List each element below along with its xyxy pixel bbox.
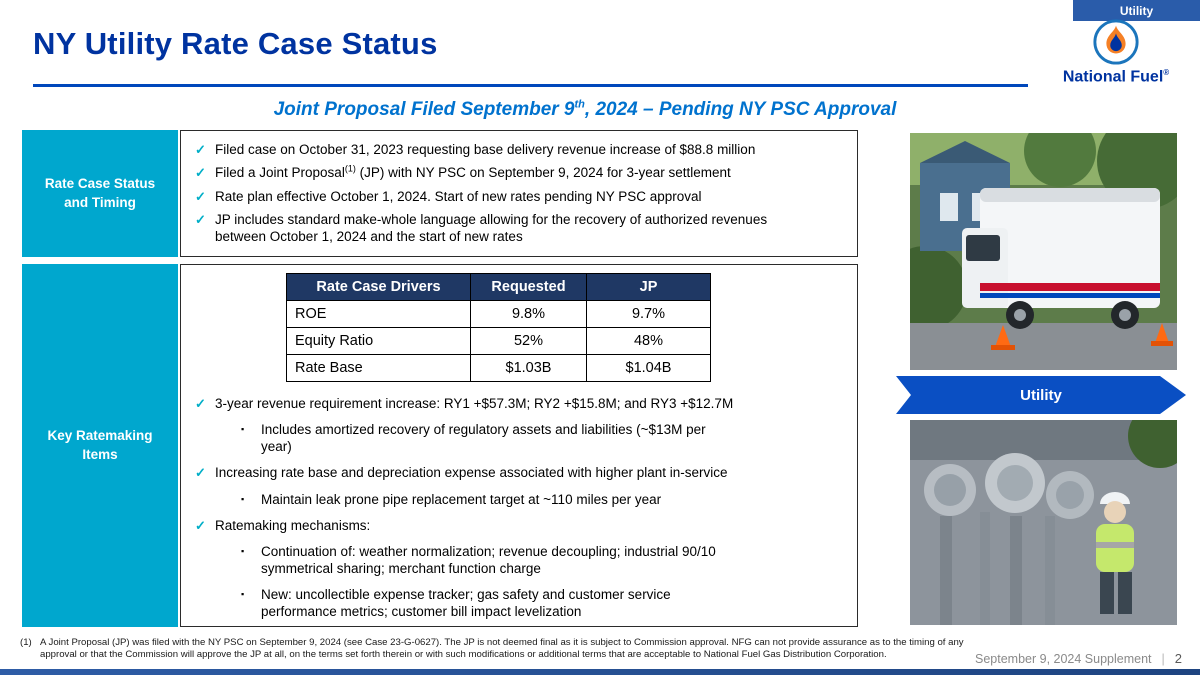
sub-bullet-item: ▪ New: uncollectible expense tracker; gas… bbox=[195, 586, 847, 620]
section-tab-utility: Utility bbox=[1073, 0, 1200, 21]
check-icon: ✓ bbox=[195, 465, 206, 481]
bullet-text: Increasing rate base and depreciation ex… bbox=[215, 465, 728, 481]
driver-value-cell: $1.03B bbox=[470, 354, 587, 382]
page-number: 2 bbox=[1174, 651, 1182, 666]
rate-case-drivers-table: Rate Case Drivers Requested JP ROE 9.8% 9.7% E… bbox=[286, 273, 711, 382]
logo-text: National Fuel® bbox=[1047, 68, 1185, 86]
square-bullet-icon: ▪ bbox=[241, 589, 245, 600]
bullet-item: ✓ Increasing rate base and depreciation e… bbox=[195, 464, 847, 481]
section-label-rate-case-status: Rate Case Status and Timing bbox=[22, 130, 178, 257]
key-ratemaking-panel: Rate Case Drivers Requested JP ROE 9.8% 9.7% E… bbox=[180, 264, 858, 627]
check-icon: ✓ bbox=[195, 188, 206, 204]
arrow-banner-label: Utility bbox=[1020, 386, 1062, 404]
square-bullet-icon: ▪ bbox=[241, 546, 245, 557]
utility-arrow-banner: Utility bbox=[896, 376, 1186, 414]
driver-value-cell: 9.7% bbox=[586, 300, 711, 328]
footer: September 9, 2024 Supplement | 2 bbox=[975, 651, 1182, 666]
bullet-text: Continuation of: weather normalization; … bbox=[261, 544, 716, 577]
bullet-item: ✓ Rate plan effective October 1, 2024. St… bbox=[195, 188, 847, 205]
footer-separator: | bbox=[1161, 651, 1165, 666]
check-icon: ✓ bbox=[195, 142, 206, 157]
bullet-text: Maintain leak prone pipe replacement tar… bbox=[261, 491, 662, 507]
section-label-text: Key Ratemaking Items bbox=[47, 428, 153, 462]
bullet-item: ✓ JP includes standard make-whole languag… bbox=[195, 211, 847, 245]
check-icon: ✓ bbox=[195, 165, 206, 181]
footnote: (1) A Joint Proposal (JP) was filed with… bbox=[20, 637, 980, 662]
bullet-text: Ratemaking mechanisms: bbox=[215, 517, 371, 533]
table-row: ROE 9.8% 9.7% bbox=[286, 300, 711, 328]
slide-subtitle: Joint Proposal Filed September 9th, 2024… bbox=[273, 98, 897, 120]
bullet-item: ✓ 3-year revenue requirement increase: RY… bbox=[195, 395, 847, 412]
footer-label: September 9, 2024 Supplement bbox=[975, 651, 1152, 666]
bullet-text: Includes amortized recovery of regulator… bbox=[261, 422, 706, 455]
brand-name: National Fuel bbox=[1062, 68, 1164, 86]
section-label-text: Rate Case Status and Timing bbox=[44, 176, 156, 210]
gas-meters-photo bbox=[910, 420, 1177, 625]
section-label-key-ratemaking: Key Ratemaking Items bbox=[22, 264, 178, 627]
sub-bullet-item: ▪ Includes amortized recovery of regulato… bbox=[195, 421, 847, 455]
bullet-item: ✓ Ratemaking mechanisms: bbox=[195, 517, 847, 534]
driver-label-cell: Rate Base bbox=[286, 354, 471, 382]
meters-photo-illustration bbox=[910, 420, 1177, 625]
bullet-text: 3-year revenue requirement increase: RY1… bbox=[215, 396, 734, 411]
table-row: Rate Base $1.03B $1.04B bbox=[286, 354, 711, 382]
driver-value-cell: $1.04B bbox=[586, 354, 711, 382]
footnote-marker: (1) bbox=[20, 637, 32, 648]
driver-value-cell: 52% bbox=[470, 327, 587, 355]
status-bullet-list: ✓ Filed case on October 31, 2023 requesti… bbox=[195, 141, 847, 245]
bullet-text: Filed case on October 31, 2023 requestin… bbox=[215, 142, 756, 157]
driver-value-cell: 9.8% bbox=[470, 300, 587, 328]
check-icon: ✓ bbox=[195, 517, 206, 533]
bullet-text: Filed a Joint Proposal(1) (JP) with NY P… bbox=[215, 163, 731, 181]
ratemaking-bullet-list: ✓ 3-year revenue requirement increase: RY… bbox=[195, 395, 847, 620]
driver-value-cell: 48% bbox=[586, 327, 711, 355]
square-bullet-icon: ▪ bbox=[241, 424, 245, 435]
bullet-text: New: uncollectible expense tracker; gas … bbox=[261, 587, 671, 620]
title-divider bbox=[33, 84, 1028, 87]
check-icon: ✓ bbox=[195, 212, 206, 228]
bottom-accent-bar bbox=[0, 669, 1200, 675]
driver-label-cell: Equity Ratio bbox=[286, 327, 471, 355]
sub-bullet-item: ▪ Continuation of: weather normalization;… bbox=[195, 543, 847, 577]
table-header-cell: Requested bbox=[470, 273, 587, 301]
sub-bullet-item: ▪ Maintain leak prone pipe replacement ta… bbox=[195, 491, 847, 508]
national-fuel-logo: National Fuel® bbox=[1047, 18, 1185, 86]
table-row: Equity Ratio 52% 48% bbox=[286, 327, 711, 355]
footnote-text: A Joint Proposal (JP) was filed with the… bbox=[40, 637, 964, 661]
table-header-row: Rate Case Drivers Requested JP bbox=[286, 273, 711, 301]
truck-photo-illustration bbox=[910, 133, 1177, 370]
bullet-item: ✓ Filed case on October 31, 2023 requesti… bbox=[195, 141, 847, 158]
driver-label-cell: ROE bbox=[286, 300, 471, 328]
utility-truck-photo bbox=[910, 133, 1177, 370]
bullet-text: Rate plan effective October 1, 2024. Sta… bbox=[215, 188, 702, 204]
bullet-item: ✓ Filed a Joint Proposal(1) (JP) with NY … bbox=[195, 164, 847, 181]
bullet-text: JP includes standard make-whole language… bbox=[215, 212, 768, 245]
page-title: NY Utility Rate Case Status bbox=[33, 26, 438, 61]
flame-icon bbox=[1093, 19, 1139, 65]
registered-mark: ® bbox=[1163, 68, 1170, 77]
check-icon: ✓ bbox=[195, 396, 206, 411]
section-tab-label: Utility bbox=[1119, 3, 1154, 18]
rate-case-status-panel: ✓ Filed case on October 31, 2023 requesti… bbox=[180, 130, 858, 257]
table-header-cell: Rate Case Drivers bbox=[286, 273, 471, 301]
table-header-cell: JP bbox=[586, 273, 711, 301]
square-bullet-icon: ▪ bbox=[241, 493, 245, 504]
